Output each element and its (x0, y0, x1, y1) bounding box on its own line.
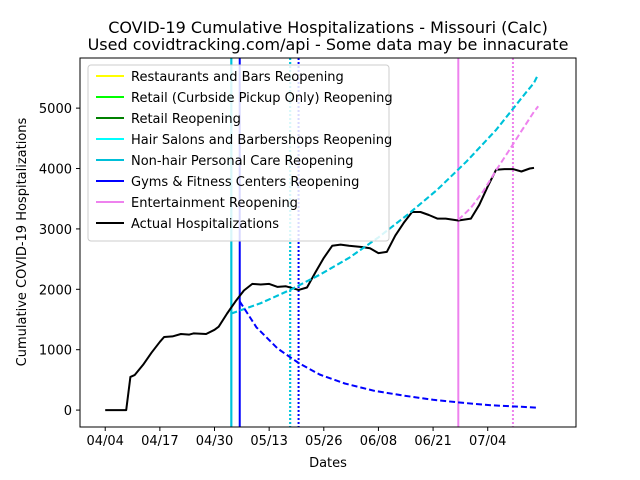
legend-label: Entertainment Reopening (131, 196, 298, 211)
y-tick-label: 2000 (39, 283, 72, 298)
x-tick-label: 07/04 (469, 434, 506, 449)
legend-label: Retail (Curbside Pickup Only) Reopening (131, 91, 393, 106)
x-tick-label: 05/13 (250, 434, 287, 449)
x-tick-label: 04/04 (86, 434, 123, 449)
y-tick-label: 5000 (39, 102, 72, 117)
legend-label: Restaurants and Bars Reopening (131, 70, 344, 85)
y-tick-label: 3000 (39, 223, 72, 238)
plot-frame (79, 57, 577, 428)
series-line (105, 166, 535, 412)
plot-area: 04/04 04/17 04/30 05/13 05/26 06/08 06/21 07/04… (39, 57, 577, 449)
x-tick-label: 04/17 (141, 434, 178, 449)
series-line (230, 73, 540, 315)
series-line (457, 105, 539, 221)
chart-subtitle: Used covidtracking.com/api - Some data m… (88, 35, 569, 54)
legend: Restaurants and Bars Reopening Retail (Cu… (87, 64, 393, 242)
y-tick-label: 0 (64, 404, 72, 419)
y-tick-label: 4000 (39, 163, 72, 178)
series-line (238, 300, 539, 409)
y-axis-label: Cumulative COVID-19 Hospitalizations (15, 117, 30, 366)
legend-label: Non-hair Personal Care Reopening (131, 154, 354, 169)
legend-label: Gyms & Fitness Centers Reopening (131, 175, 359, 190)
legend-label: Hair Salons and Barbershops Reopening (131, 133, 392, 148)
y-tick-label: 1000 (39, 344, 72, 359)
legend-label: Retail Reopening (131, 112, 241, 127)
x-tick-label: 06/08 (360, 434, 397, 449)
chart-title: COVID-19 Cumulative Hospitalizations - M… (108, 18, 548, 37)
x-tick-label: 04/30 (196, 434, 233, 449)
x-tick-label: 06/21 (414, 434, 451, 449)
legend-box (87, 64, 390, 242)
x-axis-label: Dates (309, 456, 347, 471)
legend-label: Actual Hospitalizations (131, 217, 279, 232)
x-tick-label: 05/26 (305, 434, 342, 449)
